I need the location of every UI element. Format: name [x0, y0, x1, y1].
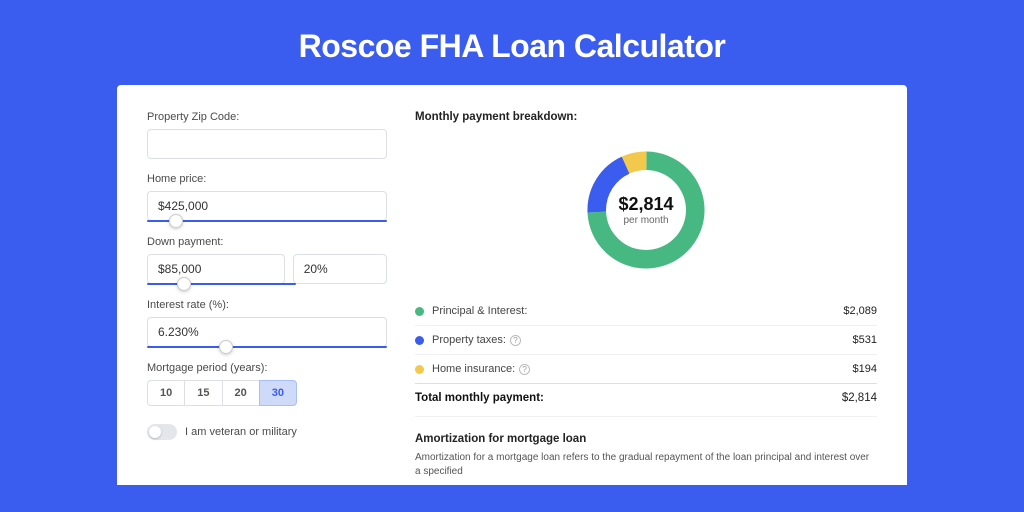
zip-input[interactable]: [147, 129, 387, 159]
breakdown-panel: Monthly payment breakdown: $2,814 per mo…: [415, 111, 877, 485]
page-title: Roscoe FHA Loan Calculator: [0, 0, 1024, 85]
total-label: Total monthly payment:: [415, 392, 842, 404]
veteran-toggle[interactable]: [147, 424, 177, 440]
period-btn-10[interactable]: 10: [147, 380, 184, 406]
breakdown-value: $2,089: [843, 305, 877, 317]
home-price-slider[interactable]: [147, 220, 387, 222]
home-price-label: Home price:: [147, 173, 387, 185]
breakdown-title: Monthly payment breakdown:: [415, 111, 877, 123]
zip-field: Property Zip Code:: [147, 111, 387, 159]
breakdown-value: $194: [853, 363, 877, 375]
help-icon[interactable]: ?: [519, 364, 530, 375]
breakdown-row: Principal & Interest:$2,089: [415, 297, 877, 326]
total-row: Total monthly payment: $2,814: [415, 384, 877, 417]
home-price-field: Home price:: [147, 173, 387, 222]
home-price-input[interactable]: [147, 191, 387, 221]
down-payment-slider-thumb[interactable]: [177, 277, 191, 291]
period-btn-15[interactable]: 15: [184, 380, 221, 406]
down-payment-pct-input[interactable]: [293, 254, 387, 284]
calculator-card: Property Zip Code: Home price: Down paym…: [117, 85, 907, 485]
amortization-title: Amortization for mortgage loan: [415, 433, 877, 445]
inputs-panel: Property Zip Code: Home price: Down paym…: [147, 111, 387, 485]
breakdown-value: $531: [853, 334, 877, 346]
period-btn-20[interactable]: 20: [222, 380, 259, 406]
breakdown-label: Property taxes: ?: [432, 334, 853, 346]
color-dot: [415, 365, 424, 374]
veteran-label: I am veteran or military: [185, 426, 297, 438]
mortgage-period-field: Mortgage period (years): 10152030: [147, 362, 387, 406]
breakdown-label: Home insurance: ?: [432, 363, 853, 375]
breakdown-row: Property taxes: ?$531: [415, 326, 877, 355]
donut-chart-container: $2,814 per month: [415, 135, 877, 285]
down-payment-label: Down payment:: [147, 236, 387, 248]
interest-rate-label: Interest rate (%):: [147, 299, 387, 311]
period-button-group: 10152030: [147, 380, 387, 406]
down-payment-input[interactable]: [147, 254, 285, 284]
mortgage-period-label: Mortgage period (years):: [147, 362, 387, 374]
interest-rate-slider-thumb[interactable]: [219, 340, 233, 354]
breakdown-label: Principal & Interest:: [432, 305, 843, 317]
period-btn-30[interactable]: 30: [259, 380, 297, 406]
amortization-text: Amortization for a mortgage loan refers …: [415, 451, 877, 479]
interest-rate-field: Interest rate (%):: [147, 299, 387, 348]
donut-amount: $2,814: [618, 194, 673, 215]
zip-label: Property Zip Code:: [147, 111, 387, 123]
color-dot: [415, 336, 424, 345]
color-dot: [415, 307, 424, 316]
veteran-toggle-knob: [149, 426, 161, 438]
breakdown-row: Home insurance: ?$194: [415, 355, 877, 384]
interest-rate-input[interactable]: [147, 317, 387, 347]
home-price-slider-thumb[interactable]: [169, 214, 183, 228]
down-payment-field: Down payment:: [147, 236, 387, 285]
total-value: $2,814: [842, 392, 877, 404]
help-icon[interactable]: ?: [510, 335, 521, 346]
veteran-toggle-row: I am veteran or military: [147, 424, 387, 440]
interest-rate-slider[interactable]: [147, 346, 387, 348]
donut-sub: per month: [618, 215, 673, 226]
donut-center: $2,814 per month: [618, 194, 673, 226]
breakdown-list: Principal & Interest:$2,089Property taxe…: [415, 297, 877, 384]
down-payment-slider[interactable]: [147, 283, 296, 285]
